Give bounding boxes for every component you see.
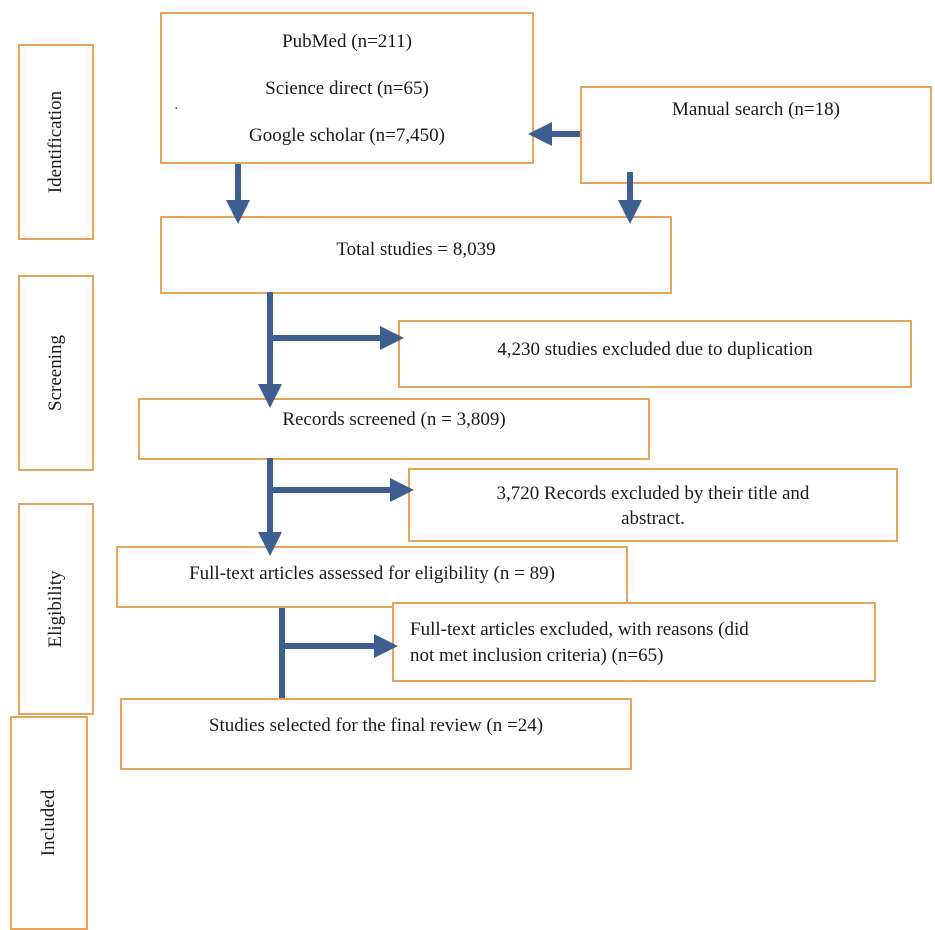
duplication-excluded-text: 4,230 studies excluded due to duplicatio… xyxy=(497,339,813,360)
stage-included: Included xyxy=(10,716,88,930)
full-text-excluded-line2: not met inclusion criteria) (n=65) xyxy=(410,645,664,666)
google-scholar-count: Google scholar (n=7,450) xyxy=(249,125,445,146)
total-studies-count: Total studies = 8,039 xyxy=(336,239,496,260)
full-text-excluded-line1: Full-text articles excluded, with reason… xyxy=(410,619,749,640)
manual-search-box: Manual search (n=18) xyxy=(580,86,932,184)
full-text-excluded-box: Full-text articles excluded, with reason… xyxy=(392,602,876,682)
stage-identification: Identification xyxy=(18,44,94,240)
full-text-assessed-count: Full-text articles assessed for eligibil… xyxy=(189,563,555,584)
database-sources-box: PubMed (n=211) Science direct (n=65) Goo… xyxy=(160,12,534,164)
stage-eligibility: Eligibility xyxy=(18,503,94,715)
full-text-assessed-box: Full-text articles assessed for eligibil… xyxy=(116,546,628,608)
records-screened-box: Records screened (n = 3,809) xyxy=(138,398,650,460)
duplication-excluded-box: 4,230 studies excluded due to duplicatio… xyxy=(398,320,912,388)
science-direct-count: Science direct (n=65) xyxy=(265,78,429,99)
stage-screening: Screening xyxy=(18,275,94,471)
total-studies-box: Total studies = 8,039 xyxy=(160,216,672,294)
title-abstract-excluded-line2: abstract. xyxy=(621,508,685,529)
pubmed-count: PubMed (n=211) xyxy=(282,31,412,52)
final-review-count: Studies selected for the final review (n… xyxy=(208,715,544,736)
final-review-box: Studies selected for the final review (n… xyxy=(120,698,632,770)
stray-dot: · xyxy=(174,102,179,117)
manual-search-count: Manual search (n=18) xyxy=(672,99,840,120)
title-abstract-excluded-line1: 3,720 Records excluded by their title an… xyxy=(496,483,810,504)
records-screened-count: Records screened (n = 3,809) xyxy=(282,409,506,430)
title-abstract-excluded-box: 3,720 Records excluded by their title an… xyxy=(408,468,898,542)
